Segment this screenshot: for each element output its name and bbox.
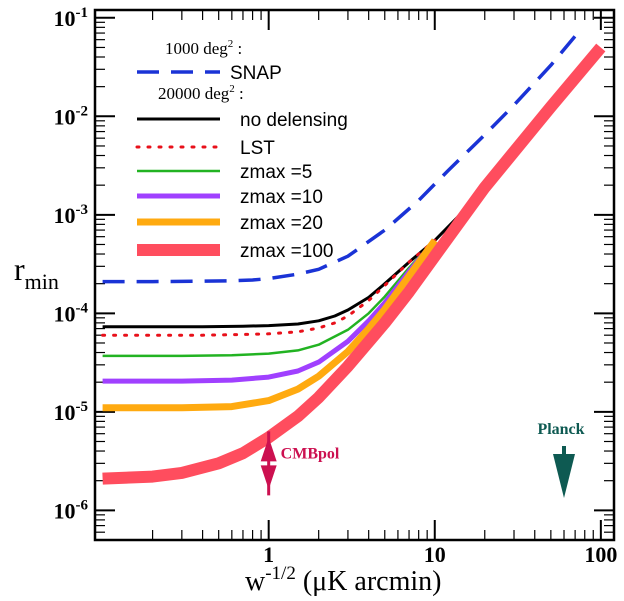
legend-label-snap: SNAP <box>230 63 282 84</box>
series-lst <box>101 238 437 337</box>
legend-label-zmax-20: zmax =20 <box>240 213 323 234</box>
annotations: CMBpol Planck <box>260 421 585 498</box>
minor-ticks <box>94 10 614 541</box>
x-axis-label: w-1/2 (μK arcmin) <box>245 563 441 597</box>
x-tick-label: 100 <box>584 542 617 567</box>
y-tick-label: 10-6 <box>54 497 89 523</box>
plot-background <box>95 10 614 540</box>
cmbpol-arrow-down-head <box>260 465 277 490</box>
legend: 1000 deg2 : 20000 deg2 : SNAP no delensin… <box>135 38 348 262</box>
legend-header-20000: 20000 deg2 : <box>158 83 244 103</box>
y-tick-label: 10-1 <box>54 5 89 31</box>
x-tick-label: 1 <box>263 542 274 567</box>
cmbpol-label: CMBpol <box>281 445 340 462</box>
y-tick-labels: 10-6 10-5 10-4 10-3 10-2 10-1 <box>54 5 89 524</box>
legend-label-zmax-10: zmax =10 <box>240 187 323 208</box>
x-axis-label-main: w <box>245 566 266 597</box>
series-zmax-5 <box>102 239 436 358</box>
legend-label-zmax-5: zmax =5 <box>240 162 312 183</box>
x-tick-labels: 1 10 100 <box>263 542 617 567</box>
planck-label: Planck <box>537 421 584 438</box>
legend-label-no-delensing: no delensing <box>240 110 348 131</box>
major-ticks <box>95 10 614 540</box>
y-tick-label: 10-2 <box>54 103 89 129</box>
series-zmax-100 <box>102 43 606 485</box>
y-tick-label: 10-4 <box>54 300 89 326</box>
series-zmax-20 <box>102 238 438 412</box>
y-axis-label-main: r <box>14 251 25 287</box>
series-lines <box>101 35 606 485</box>
y-tick-label: 10-3 <box>54 202 89 228</box>
cmbpol-arrow-up-head <box>260 437 277 462</box>
y-tick-label: 10-5 <box>54 399 89 425</box>
legend-label-zmax-100: zmax =100 <box>240 241 333 262</box>
legend-label-lst: LST <box>240 138 275 159</box>
planck-arrow-head <box>553 454 576 498</box>
x-tick-label: 10 <box>424 542 446 567</box>
series-snap <box>102 35 577 284</box>
y-axis-label-sub: min <box>25 269 59 294</box>
x-axis-label-sup: -1/2 <box>265 563 296 584</box>
plot-frame <box>93 8 616 542</box>
x-axis-label-rest: (μK arcmin) <box>296 566 442 597</box>
y-axis-label: rmin <box>14 251 59 294</box>
legend-header-1000: 1000 deg2 : <box>165 38 242 58</box>
